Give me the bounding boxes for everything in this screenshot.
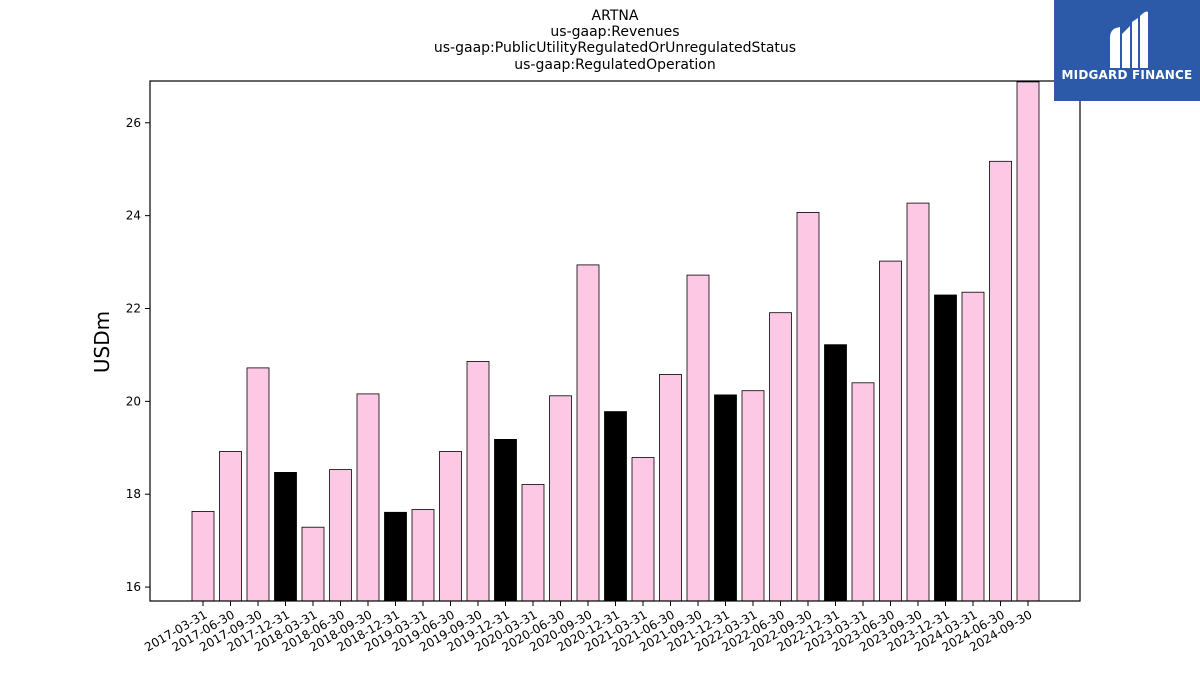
plot-frame <box>149 80 1081 602</box>
bar-2021-03-31 <box>631 457 655 602</box>
bar-2019-03-31 <box>411 509 435 602</box>
bar-2024-09-30 <box>1016 81 1040 602</box>
bar-2022-12-31 <box>824 344 847 602</box>
bar-2019-09-30 <box>466 360 490 602</box>
midgard-finance-logo: MIDGARD FINANCE <box>1054 0 1200 101</box>
bar-2018-09-30 <box>356 393 380 602</box>
y-tick-label-20: 20 <box>126 394 141 408</box>
bar-2017-06-30 <box>219 451 242 602</box>
y-tick-label-22: 22 <box>126 302 141 316</box>
title-line-2: us-gaap:Revenues <box>550 24 679 40</box>
midgard-logo-icon <box>1110 11 1148 68</box>
x-axis: 2017-03-312017-06-302017-09-302017-12-31… <box>142 601 1035 654</box>
bar-2018-12-31 <box>384 511 407 602</box>
bar-2024-03-31 <box>961 291 985 602</box>
title-line-3: us-gaap:PublicUtilityRegulatedOrUnregula… <box>434 40 796 56</box>
bar-2017-12-31 <box>274 471 297 602</box>
bar-2018-06-30 <box>329 469 352 602</box>
bar-2019-06-30 <box>439 451 462 602</box>
bar-2022-06-30 <box>769 312 792 602</box>
bar-2020-03-31 <box>521 484 545 602</box>
y-axis-label: USDm <box>90 311 114 373</box>
y-tick-label-24: 24 <box>126 209 141 223</box>
bar-2023-06-30 <box>879 260 902 602</box>
title-line-1: ARTNA <box>592 8 639 24</box>
bar-2021-06-30 <box>659 373 682 602</box>
chart-title: ARTNA us-gaap:Revenues us-gaap:PublicUti… <box>434 8 796 73</box>
y-tick-label-26: 26 <box>126 116 141 130</box>
bar-2018-03-31 <box>301 526 325 602</box>
y-tick-label-18: 18 <box>126 487 141 501</box>
bar-2020-06-30 <box>549 395 572 602</box>
bar-2024-06-30 <box>989 160 1012 602</box>
bar-2021-09-30 <box>686 274 710 602</box>
bar-2021-12-31 <box>714 394 737 602</box>
bar-2017-03-31 <box>191 510 215 602</box>
bar-2020-09-30 <box>576 264 600 602</box>
bar-2023-12-31 <box>934 294 957 602</box>
bar-2020-12-31 <box>604 411 627 602</box>
bar-2022-09-30 <box>796 211 820 602</box>
y-tick-label-16: 16 <box>126 580 141 594</box>
y-axis: 16 18 20 22 24 26 <box>126 116 150 594</box>
bar-2017-09-30 <box>246 367 270 602</box>
bar-2019-12-31 <box>494 438 517 602</box>
bar-2023-09-30 <box>906 202 930 602</box>
bars <box>191 81 1040 602</box>
bar-2023-03-31 <box>851 382 875 602</box>
logo-text: MIDGARD FINANCE <box>1061 68 1193 82</box>
title-line-4: us-gaap:RegulatedOperation <box>514 57 715 73</box>
bar-2022-03-31 <box>741 390 765 602</box>
